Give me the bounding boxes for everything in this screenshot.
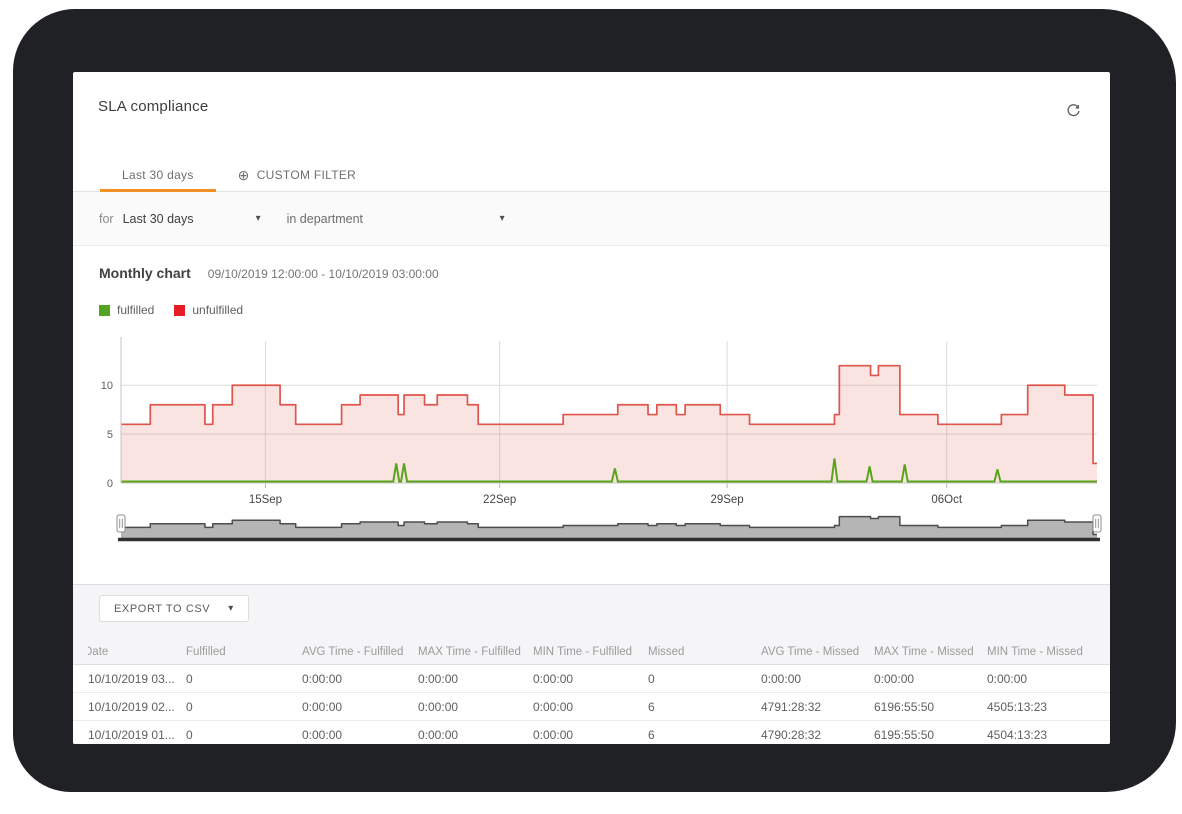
chevron-down-icon: ▾ bbox=[255, 213, 261, 224]
table-section: EXPORT TO CSV ▾ ↑↓Date Fulfilled AVG Time … bbox=[73, 584, 1110, 744]
svg-text:29Sep: 29Sep bbox=[710, 494, 743, 506]
table-cell: 6 bbox=[648, 727, 655, 742]
tab-custom-filter[interactable]: ⊕ CUSTOM FILTER bbox=[216, 158, 379, 191]
column-header-avg-time-missed[interactable]: AVG Time - Missed bbox=[761, 645, 860, 658]
table-cell: 0:00:00 bbox=[302, 671, 343, 686]
plus-circle-icon: ⊕ bbox=[237, 166, 250, 183]
brush-handle-left[interactable] bbox=[116, 514, 126, 533]
tab-label: CUSTOM FILTER bbox=[256, 167, 357, 182]
tab-bar: Last 30 days ⊕ CUSTOM FILTER bbox=[73, 158, 1110, 192]
svg-text:5: 5 bbox=[107, 429, 113, 441]
period-value: Last 30 days bbox=[122, 211, 194, 226]
table-cell: 0 bbox=[648, 671, 655, 686]
svg-text:10: 10 bbox=[101, 380, 113, 392]
column-header-date[interactable]: ↑↓Date bbox=[88, 645, 109, 658]
sla-area-chart[interactable]: 0 5 10 15Sep 22Sep 29Sep 06Oct bbox=[73, 331, 1110, 546]
period-select[interactable]: Last 30 days ▾ bbox=[123, 212, 261, 226]
filter-bar: for Last 30 days ▾ in department ▾ bbox=[73, 192, 1110, 246]
column-header-missed[interactable]: Missed bbox=[648, 645, 685, 658]
table-cell: 0:00:00 bbox=[418, 671, 459, 686]
department-value: in department bbox=[286, 211, 364, 226]
svg-text:15Sep: 15Sep bbox=[249, 494, 282, 506]
card-header: SLA compliance bbox=[73, 72, 1110, 124]
table-row: 10/10/2019 01... 0 0:00:00 0:00:00 0:00:00 6 4… bbox=[73, 721, 1110, 744]
active-tab-underline bbox=[100, 189, 216, 192]
table-cell: 4505:13:23 bbox=[987, 699, 1048, 714]
table-cell: 0 bbox=[186, 671, 193, 686]
brush-handle-right[interactable] bbox=[1092, 514, 1102, 533]
column-header-min-time-fulfilled[interactable]: MIN Time - Fulfilled bbox=[533, 645, 633, 658]
table-cell: 0 bbox=[186, 727, 193, 742]
column-header-fulfilled[interactable]: Fulfilled bbox=[186, 645, 226, 658]
chart-title: Monthly chart bbox=[99, 265, 191, 281]
unfulfilled-swatch bbox=[174, 304, 186, 316]
table-cell: 0 bbox=[186, 699, 193, 714]
export-to-csv-button[interactable]: EXPORT TO CSV ▾ bbox=[99, 595, 249, 622]
sla-compliance-card: SLA compliance Last 30 days ⊕ CUSTOM FIL… bbox=[73, 72, 1110, 744]
tab-last-30-days[interactable]: Last 30 days bbox=[100, 158, 216, 192]
unfulfilled-series bbox=[121, 364, 1097, 483]
svg-text:0: 0 bbox=[107, 478, 113, 490]
chevron-down-icon: ▾ bbox=[228, 603, 234, 614]
chart-section: Monthly chart 09/10/2019 12:00:00 - 10/1… bbox=[73, 246, 1110, 546]
table-cell: 6195:55:50 bbox=[874, 727, 935, 742]
chart-legend: fulfilled unfulfilled bbox=[73, 303, 1110, 317]
table-cell: 10/10/2019 03... bbox=[88, 671, 175, 686]
table-row: 10/10/2019 02... 0 0:00:00 0:00:00 0:00:00 6 4… bbox=[73, 693, 1110, 721]
table-cell: 0:00:00 bbox=[533, 671, 574, 686]
table-row: 10/10/2019 03... 0 0:00:00 0:00:00 0:00:00 0 0… bbox=[73, 665, 1110, 693]
table-header-row: ↑↓Date Fulfilled AVG Time - Fulfilled MAX T… bbox=[73, 639, 1110, 665]
svg-text:22Sep: 22Sep bbox=[483, 494, 516, 506]
refresh-icon bbox=[1065, 104, 1082, 122]
table-cell: 6 bbox=[648, 699, 655, 714]
tab-label: Last 30 days bbox=[122, 167, 194, 182]
column-header-max-time-missed[interactable]: MAX Time - Missed bbox=[874, 645, 974, 658]
legend-item-unfulfilled[interactable]: unfulfilled bbox=[174, 303, 243, 317]
svg-text:06Oct: 06Oct bbox=[931, 494, 962, 506]
department-select[interactable]: in department ▾ bbox=[287, 212, 505, 226]
fulfilled-series bbox=[121, 458, 1097, 483]
chart-date-range: 09/10/2019 12:00:00 - 10/10/2019 03:00:0… bbox=[207, 267, 439, 281]
table-cell: 0:00:00 bbox=[302, 727, 343, 742]
table-cell: 0:00:00 bbox=[987, 671, 1028, 686]
page-title: SLA compliance bbox=[98, 98, 209, 115]
table-cell: 10/10/2019 02... bbox=[88, 699, 175, 714]
column-header-avg-time-fulfilled[interactable]: AVG Time - Fulfilled bbox=[302, 645, 404, 658]
refresh-button[interactable] bbox=[1063, 100, 1084, 124]
table-body: 10/10/2019 03... 0 0:00:00 0:00:00 0:00:00 0 0… bbox=[73, 665, 1110, 744]
table-cell: 0:00:00 bbox=[533, 727, 574, 742]
for-label: for bbox=[99, 211, 114, 226]
legend-item-fulfilled[interactable]: fulfilled bbox=[99, 303, 154, 317]
table-cell: 0:00:00 bbox=[761, 671, 802, 686]
brush-range-slider[interactable] bbox=[116, 514, 1102, 542]
table-cell: 0:00:00 bbox=[874, 671, 915, 686]
table-cell: 0:00:00 bbox=[418, 727, 459, 742]
chevron-down-icon: ▾ bbox=[499, 213, 505, 224]
table-cell: 4790:28:32 bbox=[761, 727, 822, 742]
table-cell: 4791:28:32 bbox=[761, 699, 822, 714]
column-header-max-time-fulfilled[interactable]: MAX Time - Fulfilled bbox=[418, 645, 521, 658]
table-cell: 0:00:00 bbox=[418, 699, 459, 714]
table-cell: 10/10/2019 01... bbox=[88, 727, 175, 742]
table-cell: 0:00:00 bbox=[533, 699, 574, 714]
fulfilled-swatch bbox=[99, 304, 110, 316]
column-header-min-time-missed[interactable]: MIN Time - Missed bbox=[987, 645, 1083, 658]
table-cell: 4504:13:23 bbox=[987, 727, 1048, 742]
table-cell: 0:00:00 bbox=[302, 699, 343, 714]
table-cell: 6196:55:50 bbox=[874, 699, 935, 714]
